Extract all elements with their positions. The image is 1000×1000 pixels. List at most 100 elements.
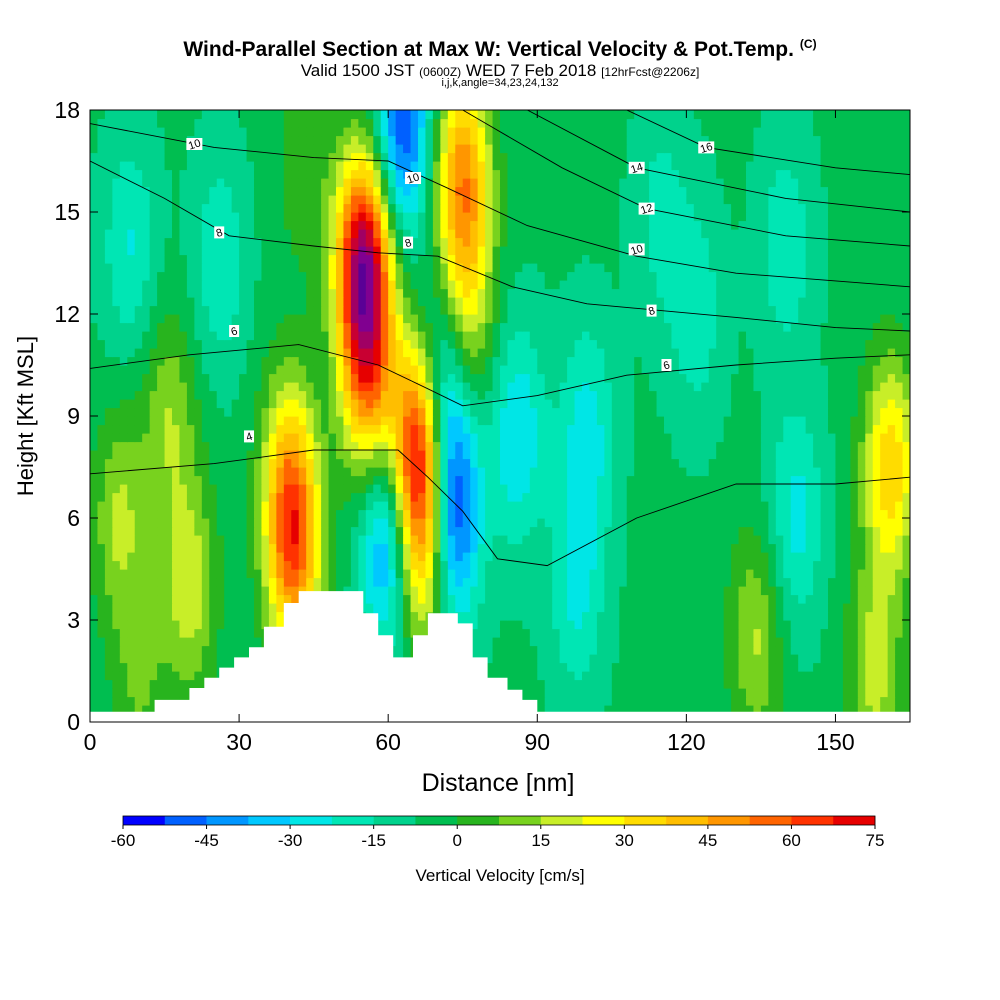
field-cell (582, 458, 591, 468)
field-cell (746, 407, 755, 417)
field-cell (880, 594, 889, 604)
field-cell (418, 518, 427, 528)
field-cell (813, 509, 822, 519)
field-cell (857, 518, 866, 528)
field-cell (90, 679, 99, 689)
field-cell (522, 688, 531, 698)
field-cell (768, 458, 777, 468)
field-cell (358, 543, 367, 553)
field-cell (321, 433, 330, 443)
field-cell (634, 365, 643, 375)
field-cell (291, 518, 300, 528)
field-cell (291, 535, 300, 545)
field-cell (619, 688, 628, 698)
field-cell (186, 450, 195, 460)
field-cell (895, 696, 904, 706)
field-cell (134, 662, 143, 672)
field-cell (462, 484, 471, 494)
field-cell (850, 577, 859, 587)
field-cell (887, 552, 896, 562)
field-cell (104, 399, 113, 409)
field-cell (902, 433, 910, 443)
field-cell (775, 382, 784, 392)
field-cell (365, 339, 374, 349)
field-cell (172, 407, 181, 417)
field-cell (462, 467, 471, 477)
field-cell (552, 679, 561, 689)
field-cell (567, 543, 576, 553)
field-cell (500, 424, 509, 434)
field-cell (716, 637, 725, 647)
field-cell (157, 552, 166, 562)
field-cell (470, 382, 479, 392)
field-cell (790, 399, 799, 409)
field-cell (365, 399, 374, 409)
field-cell (507, 450, 516, 460)
field-cell (447, 569, 456, 579)
field-cell (104, 501, 113, 511)
field-cell (693, 399, 702, 409)
field-cell (492, 637, 501, 647)
field-cell (350, 339, 359, 349)
field-cell (522, 645, 531, 655)
field-cell (559, 637, 568, 647)
field-cell (418, 450, 427, 460)
field-cell (365, 518, 374, 528)
field-cell (336, 586, 345, 596)
field-cell (872, 560, 881, 570)
field-cell (522, 654, 531, 664)
field-cell (872, 577, 881, 587)
field-cell (746, 382, 755, 392)
field-cell (201, 433, 210, 443)
field-cell (805, 569, 814, 579)
field-cell (201, 628, 210, 638)
field-cell (842, 475, 851, 485)
field-cell (671, 628, 680, 638)
field-cell (656, 620, 665, 630)
field-cell (887, 518, 896, 528)
field-cell (626, 654, 635, 664)
field-cell (224, 467, 233, 477)
field-cell (365, 492, 374, 502)
field-cell (313, 407, 322, 417)
field-cell (514, 424, 523, 434)
field-cell (514, 390, 523, 400)
field-cell (507, 552, 516, 562)
field-cell (574, 628, 583, 638)
field-cell (574, 603, 583, 613)
field-cell (432, 603, 441, 613)
field-cell (768, 382, 777, 392)
field-cell (343, 586, 352, 596)
field-cell (738, 560, 747, 570)
field-cell (902, 416, 910, 426)
field-cell (395, 467, 404, 477)
field-cell (104, 484, 113, 494)
field-cell (119, 560, 128, 570)
field-cell (559, 424, 568, 434)
field-cell (485, 654, 494, 664)
field-cell (865, 348, 874, 358)
field-cell (619, 552, 628, 562)
field-cell (686, 543, 695, 553)
field-cell (738, 586, 747, 596)
field-cell (671, 535, 680, 545)
field-cell (850, 679, 859, 689)
field-cell (626, 475, 635, 485)
field-cell (500, 543, 509, 553)
field-cell (820, 339, 829, 349)
field-cell (887, 416, 896, 426)
field-cell (119, 373, 128, 383)
field-cell (507, 543, 516, 553)
field-cell (268, 611, 277, 621)
field-cell (283, 390, 292, 400)
field-cell (395, 492, 404, 502)
field-cell (119, 501, 128, 511)
field-cell (775, 407, 784, 417)
field-cell (582, 705, 591, 715)
field-cell (716, 407, 725, 417)
field-cell (559, 348, 568, 358)
field-cell (514, 356, 523, 366)
field-cell (872, 552, 881, 562)
field-cell (388, 458, 397, 468)
field-cell (731, 696, 740, 706)
